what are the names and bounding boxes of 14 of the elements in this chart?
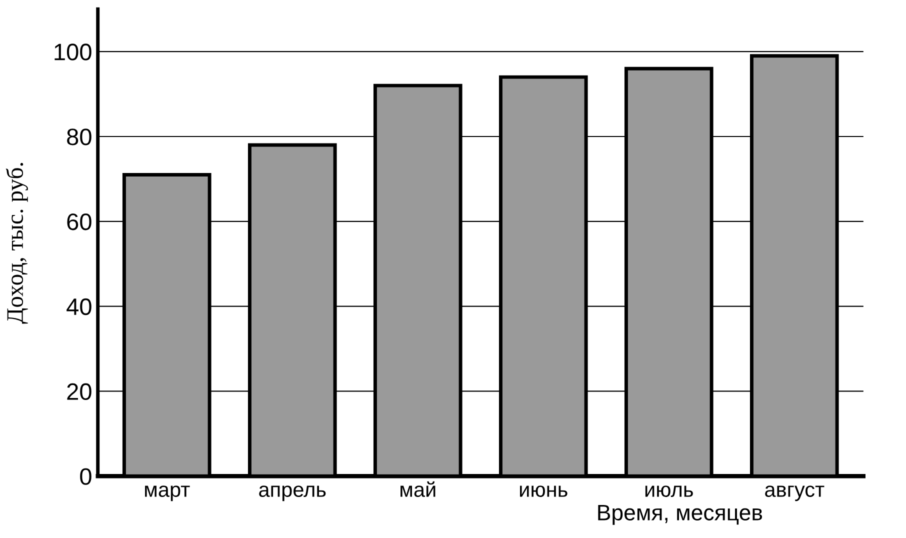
x-tick-label: апрель <box>259 486 326 502</box>
y-axis-title: Доход, тыс. руб. <box>6 162 28 324</box>
x-tick-label: июль <box>645 486 693 497</box>
x-tick-label: июнь <box>520 486 568 497</box>
x-axis-title: Время, месяцев <box>598 504 762 525</box>
y-tick-label: 100 <box>54 44 92 60</box>
x-tick-label: май <box>400 481 436 497</box>
y-tick-label: 40 <box>66 298 92 316</box>
y-tick-label: 20 <box>67 383 92 400</box>
y-tick-label: 80 <box>67 128 92 146</box>
y-tick-label: 0 <box>80 468 92 485</box>
y-tick-label: 60 <box>67 213 92 230</box>
x-tick-label: август <box>765 486 824 502</box>
x-tick-label: март <box>145 486 190 502</box>
